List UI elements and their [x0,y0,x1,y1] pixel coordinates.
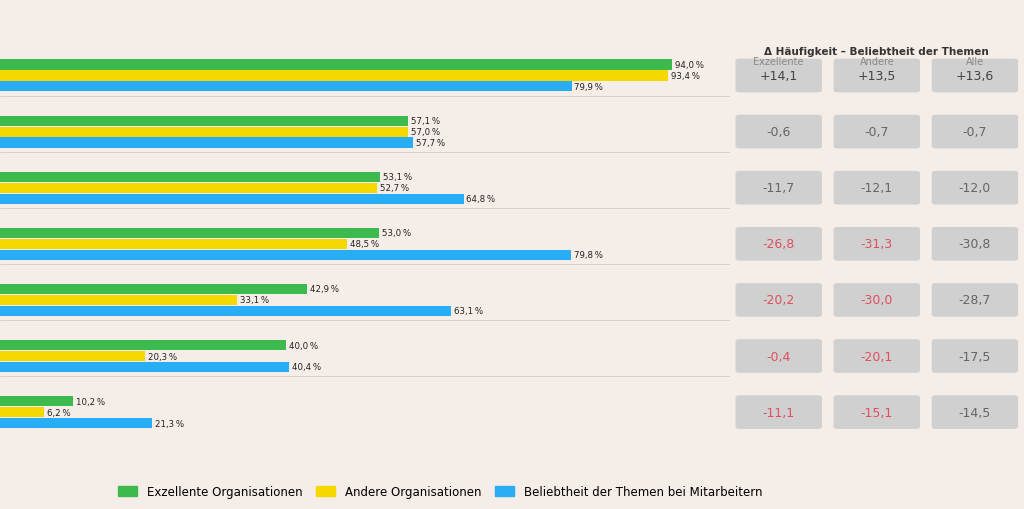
Text: Exzellente: Exzellente [754,56,804,67]
Bar [0,418,153,428]
Text: -15,1: -15,1 [861,406,893,419]
Text: 52,7 %: 52,7 % [380,184,409,193]
Text: 63,1 %: 63,1 % [455,307,483,316]
Bar [0,362,289,372]
FancyBboxPatch shape [735,172,822,205]
Text: -12,1: -12,1 [861,182,893,195]
Bar [0,173,380,182]
Text: 94,0 %: 94,0 % [675,61,705,70]
Bar [0,117,409,126]
FancyBboxPatch shape [834,60,920,93]
Bar [0,295,237,305]
Text: +14,1: +14,1 [760,70,798,83]
Text: 57,0 %: 57,0 % [411,128,439,137]
FancyBboxPatch shape [932,340,1018,373]
FancyBboxPatch shape [735,340,822,373]
Text: -0,7: -0,7 [864,126,889,139]
Text: +13,5: +13,5 [858,70,896,83]
Text: 21,3 %: 21,3 % [156,419,184,428]
Bar [0,138,413,148]
Bar [0,397,73,406]
Text: -26,8: -26,8 [763,238,795,251]
Bar [0,194,464,204]
Text: -31,3: -31,3 [861,238,893,251]
Bar [0,341,286,350]
Bar [0,239,347,249]
Text: -0,6: -0,6 [767,126,791,139]
Bar [0,351,145,361]
FancyBboxPatch shape [735,395,822,429]
Text: +13,6: +13,6 [955,70,994,83]
Bar [0,183,377,193]
Text: -14,5: -14,5 [958,406,991,419]
FancyBboxPatch shape [834,116,920,149]
FancyBboxPatch shape [834,172,920,205]
Text: 57,1 %: 57,1 % [412,117,440,126]
FancyBboxPatch shape [735,60,822,93]
Text: -11,1: -11,1 [763,406,795,419]
Text: 10,2 %: 10,2 % [76,397,104,406]
Text: 64,8 %: 64,8 % [466,195,496,204]
Text: 53,0 %: 53,0 % [382,229,411,238]
Text: -12,0: -12,0 [958,182,991,195]
Bar [0,285,307,294]
Bar [0,229,379,238]
Text: 40,0 %: 40,0 % [289,341,318,350]
FancyBboxPatch shape [834,284,920,317]
Bar [0,127,408,137]
Bar [0,250,570,260]
Text: 79,9 %: 79,9 % [574,83,603,92]
Text: -30,8: -30,8 [958,238,991,251]
Text: 79,8 %: 79,8 % [573,251,603,260]
Text: Alle: Alle [966,56,984,67]
Text: -30,0: -30,0 [860,294,893,307]
FancyBboxPatch shape [932,228,1018,261]
Bar [0,306,452,316]
FancyBboxPatch shape [735,228,822,261]
FancyBboxPatch shape [932,60,1018,93]
Text: -17,5: -17,5 [958,350,991,363]
FancyBboxPatch shape [932,395,1018,429]
Bar [0,61,673,70]
FancyBboxPatch shape [735,116,822,149]
Text: -11,7: -11,7 [763,182,795,195]
Text: Δ Häufigkeit – Beliebtheit der Themen: Δ Häufigkeit – Beliebtheit der Themen [765,47,989,57]
Text: 6,2 %: 6,2 % [47,408,71,417]
FancyBboxPatch shape [735,284,822,317]
FancyBboxPatch shape [932,284,1018,317]
Text: 42,9 %: 42,9 % [309,285,339,294]
Text: 40,4 %: 40,4 % [292,363,321,372]
Text: -28,7: -28,7 [958,294,991,307]
Text: -20,2: -20,2 [763,294,795,307]
Text: -0,4: -0,4 [767,350,791,363]
Text: 93,4 %: 93,4 % [671,72,700,81]
Text: Andere: Andere [859,56,894,67]
FancyBboxPatch shape [834,340,920,373]
FancyBboxPatch shape [932,172,1018,205]
Bar [0,407,44,417]
Text: 33,1 %: 33,1 % [240,296,268,305]
Bar [0,71,668,81]
Legend: Exzellente Organisationen, Andere Organisationen, Beliebtheit der Themen bei Mit: Exzellente Organisationen, Andere Organi… [114,480,767,503]
FancyBboxPatch shape [834,228,920,261]
Text: 20,3 %: 20,3 % [148,352,177,361]
Text: 53,1 %: 53,1 % [383,173,412,182]
FancyBboxPatch shape [932,116,1018,149]
Text: -20,1: -20,1 [861,350,893,363]
Text: -0,7: -0,7 [963,126,987,139]
Text: 48,5 %: 48,5 % [350,240,379,249]
Bar [0,82,571,92]
Text: 57,7 %: 57,7 % [416,139,444,148]
FancyBboxPatch shape [834,395,920,429]
